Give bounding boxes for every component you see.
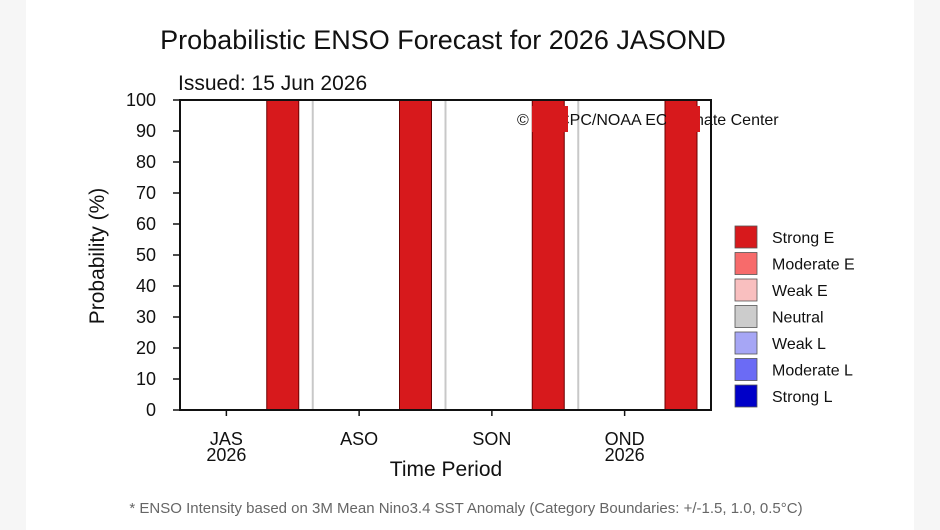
x-tick-sublabel: 2026: [206, 445, 246, 465]
left-margin: [0, 0, 26, 530]
legend-swatch-weak-e: [734, 278, 758, 302]
y-tick-label: 50: [136, 245, 156, 265]
x-tick-label: OND: [605, 429, 645, 449]
chart-title: Probabilistic ENSO Forecast for 2026 JAS…: [160, 25, 726, 55]
legend-label-moderate-e: Moderate E: [772, 257, 855, 274]
watermark-occluding-bar: [532, 106, 568, 132]
bar-strong-e-aso: [399, 99, 432, 411]
legend-label-moderate-l: Moderate L: [772, 363, 853, 380]
watermark: © IRI/CPC/NOAA EC Climate Center: [517, 112, 779, 129]
y-axis-title: Probability (%): [86, 188, 109, 325]
y-tick-label: 70: [136, 183, 156, 203]
bar-strong-e-ond: [664, 99, 698, 411]
y-tick-label: 20: [136, 338, 156, 358]
watermark-occluding-bar: [666, 106, 700, 132]
x-tick-label: JAS: [210, 429, 243, 449]
bar-strong-e-jas: [266, 99, 300, 411]
y-tick-label: 40: [136, 276, 156, 296]
legend-swatch-moderate-l: [734, 358, 758, 381]
x-tick-sublabel: 2026: [605, 445, 645, 465]
legend-swatch-weak-l: [734, 331, 758, 355]
y-tick-label: 80: [136, 152, 156, 172]
legend-label-weak-e: Weak E: [772, 283, 828, 300]
legend-swatch-moderate-e: [734, 252, 758, 275]
legend-label-strong-e: Strong E: [772, 230, 834, 247]
y-tick-label: 0: [146, 400, 156, 420]
bar-strong-e-son: [531, 99, 565, 411]
legend-label-neutral: Neutral: [772, 310, 824, 327]
y-tick-label: 100: [126, 90, 156, 110]
legend-label-weak-l: Weak L: [772, 336, 826, 353]
legend: Strong E Moderate E Weak E Neutral Weak L Mod…: [734, 225, 855, 408]
x-tick-label: ASO: [340, 429, 378, 449]
right-margin: [914, 0, 940, 530]
x-axis-title: Time Period: [390, 458, 502, 481]
legend-label-strong-l: Strong L: [772, 389, 833, 406]
y-tick-label: 30: [136, 307, 156, 327]
y-tick-label: 10: [136, 369, 156, 389]
legend-swatch-strong-e: [734, 225, 758, 249]
y-tick-label: 60: [136, 214, 156, 234]
footnote: * ENSO Intensity based on 3M Mean Nino3.…: [129, 500, 802, 517]
y-tick-label: 90: [136, 121, 156, 141]
legend-swatch-strong-l: [734, 384, 758, 408]
legend-swatch-neutral: [734, 305, 758, 328]
issued-date: Issued: 15 Jun 2026: [178, 72, 367, 95]
x-tick-label: SON: [472, 429, 511, 449]
